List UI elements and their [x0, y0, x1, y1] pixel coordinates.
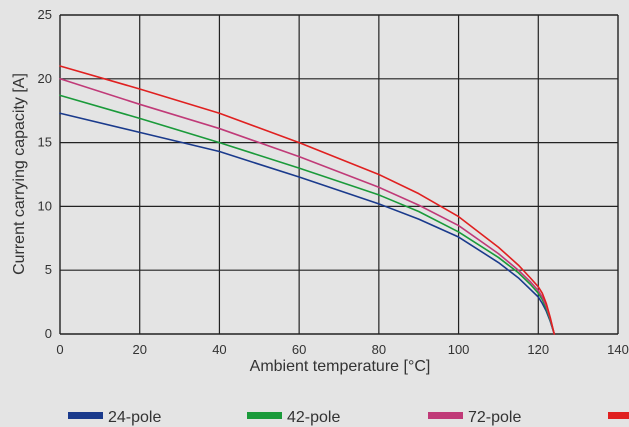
- x-tick-labels: 0 20 40 60 80 100 120 140: [56, 342, 628, 357]
- x-tick-label: 20: [132, 342, 146, 357]
- y-tick-label: 0: [45, 326, 52, 341]
- x-tick-label: 120: [527, 342, 549, 357]
- legend-swatch-1: [68, 412, 103, 419]
- series-line-1: [59, 112, 556, 335]
- x-tick-label: 100: [448, 342, 470, 357]
- legend: 24-pole 42-pole 72-pole: [68, 409, 629, 426]
- legend-label-1: 24-pole: [108, 409, 161, 426]
- y-tick-labels: 0 5 10 15 20 25: [38, 7, 52, 341]
- legend-label-2: 42-pole: [287, 409, 340, 426]
- y-tick-label: 15: [38, 135, 52, 150]
- series-line-2: [59, 94, 556, 335]
- y-axis-title: Current carrying capacity [A]: [11, 73, 28, 275]
- legend-swatch-4: [608, 412, 629, 419]
- y-tick-label: 20: [38, 71, 52, 86]
- x-tick-label: 40: [212, 342, 226, 357]
- legend-swatch-2: [247, 412, 282, 419]
- y-tick-label: 25: [38, 7, 52, 22]
- series-line-4: [59, 65, 556, 335]
- series-line-3: [59, 78, 556, 335]
- plot-lines: [59, 65, 556, 335]
- grid: [59, 14, 619, 335]
- x-tick-label: 0: [56, 342, 63, 357]
- x-tick-label: 140: [607, 342, 629, 357]
- x-tick-label: 60: [292, 342, 306, 357]
- x-tick-label: 80: [372, 342, 386, 357]
- x-axis-title: Ambient temperature [°C]: [250, 358, 431, 375]
- legend-swatch-3: [428, 412, 463, 419]
- y-tick-label: 5: [45, 262, 52, 277]
- y-tick-label: 10: [38, 198, 52, 213]
- legend-label-3: 72-pole: [468, 409, 521, 426]
